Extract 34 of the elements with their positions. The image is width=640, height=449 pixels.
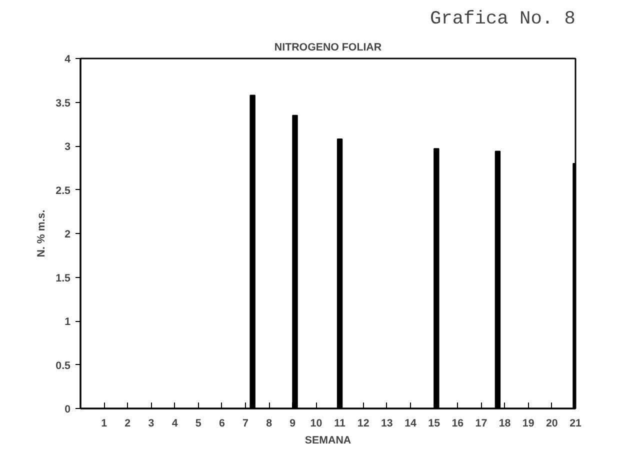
y-tick-label: 1 (64, 316, 71, 328)
x-tick-label: 5 (195, 418, 202, 430)
chart-subtitle: NITROGENO FOLIAR (274, 42, 382, 54)
y-axis-title: N. % m.s. (36, 210, 48, 258)
x-tick-label: 7 (242, 418, 249, 430)
x-tick-label: 1 (101, 418, 108, 430)
x-tick-label: 20 (546, 418, 558, 430)
x-tick-label: 8 (266, 418, 272, 430)
chart-title: Grafica No. 8 (430, 8, 576, 30)
x-tick-label: 18 (498, 418, 511, 430)
y-tick-label: 0.5 (56, 360, 71, 372)
y-tick-label: 2 (64, 228, 71, 240)
x-tick-label: 15 (428, 418, 440, 430)
y-tick-label: 4 (64, 54, 71, 66)
y-tick-label: 1.5 (56, 272, 71, 284)
x-tick-label: 9 (290, 418, 296, 430)
x-tick-label: 12 (357, 418, 370, 430)
x-tick-label: 11 (334, 418, 346, 430)
x-tick-label: 17 (475, 418, 488, 430)
x-tick-label: 19 (522, 418, 534, 430)
x-tick-label: 16 (452, 418, 464, 430)
x-tick-label: 2 (124, 418, 131, 430)
x-tick-label: 14 (404, 418, 416, 430)
y-tick-label: 2.5 (56, 184, 71, 197)
x-tick-label: 13 (381, 418, 393, 430)
y-tick-label: 3.5 (56, 97, 71, 110)
x-tick-label: 3 (148, 418, 154, 430)
y-tick-label: 0 (64, 404, 71, 416)
x-tick-label: 21 (570, 418, 582, 430)
y-tick-label: 3 (64, 141, 71, 153)
x-tick-label: 6 (218, 418, 225, 430)
x-tick-label: 10 (310, 418, 322, 430)
x-axis-title: SEMANA (304, 434, 352, 446)
x-tick-label: 4 (172, 418, 178, 430)
